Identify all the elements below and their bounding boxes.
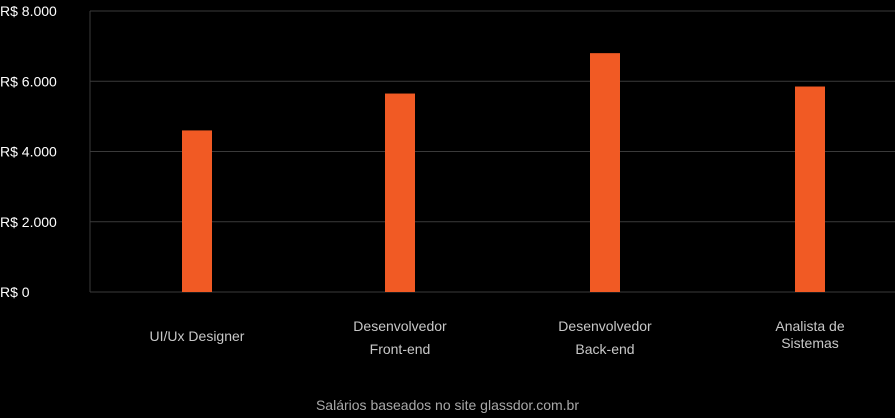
bar (795, 86, 825, 292)
y-tick-label: R$ 6.000 (0, 73, 57, 89)
y-tick-label: R$ 4.000 (0, 144, 57, 160)
bar (182, 130, 212, 292)
x-category-label: UI/Ux Designer (150, 328, 245, 344)
gridlines (89, 10, 895, 293)
x-category-label: Sistemas (781, 335, 839, 351)
y-tick-label: R$ 8.000 (0, 3, 57, 19)
x-category-label: Front-end (370, 341, 431, 357)
chart-caption: Salários baseados no site glassdor.com.b… (315, 397, 580, 413)
y-tick-label: R$ 0 (0, 284, 30, 300)
x-category-label: Back-end (575, 341, 634, 357)
x-category-label: Analista de (775, 318, 844, 334)
y-axis-tick-labels: R$ 0 R$ 2.000 R$ 4.000 R$ 6.000 R$ 8.000 (0, 3, 57, 300)
x-category-label: Desenvolvedor (558, 318, 652, 334)
bar (590, 53, 620, 293)
x-category-label: Desenvolvedor (353, 318, 447, 334)
bars (182, 53, 825, 293)
bar (385, 93, 415, 292)
y-tick-label: R$ 2.000 (0, 214, 57, 230)
x-axis-category-labels: UI/Ux Designer Desenvolvedor Front-end Dese… (150, 318, 845, 357)
